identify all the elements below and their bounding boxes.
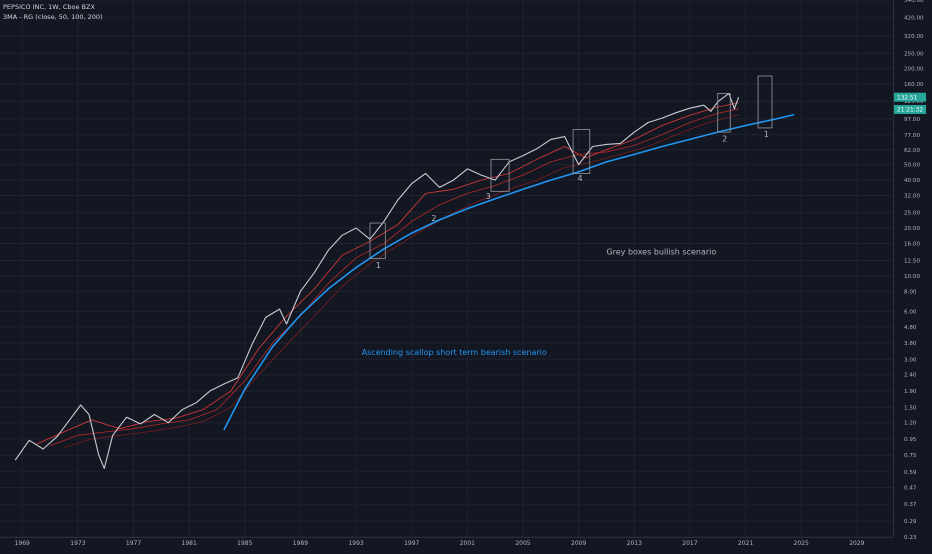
x-tick-label: 1973 [70, 540, 85, 547]
y-tick-label: 20.00 [904, 226, 920, 232]
y-tick-label: 62.00 [904, 148, 920, 154]
bullish-annotation: Grey boxes bullish scenario [606, 248, 716, 257]
y-tick-label: 0.23 [904, 535, 917, 541]
symbol-title: PEPSICO INC, 1W, Cboe BZX [3, 3, 95, 11]
scallop-curve [223, 113, 795, 431]
ma-100-series [49, 108, 739, 447]
x-tick-label: 2029 [849, 540, 864, 547]
x-tick-label: 1997 [404, 540, 419, 547]
bearish-annotation: Ascending scallop short term bearish sce… [362, 348, 547, 357]
x-tick-label: 2013 [627, 540, 642, 547]
x-tick-label: 2017 [682, 540, 697, 547]
y-tick-label: 10.00 [904, 274, 920, 280]
y-tick-label: 1.50 [904, 405, 917, 411]
y-tick-label: 3.00 [904, 357, 917, 363]
x-tick-label: 1985 [237, 540, 252, 547]
scenario-box[interactable] [369, 222, 386, 259]
y-tick-label: 4.80 [904, 325, 917, 331]
wave-label: 3 [486, 192, 491, 201]
y-tick-label: 320.00 [904, 34, 924, 40]
y-tick-label: 77.00 [904, 133, 920, 139]
y-tick-label: 125.00 [904, 99, 924, 105]
y-tick-label: 25.00 [904, 211, 920, 217]
countdown-badge [894, 104, 926, 114]
y-tick-label: 50.00 [904, 163, 920, 169]
y-tick-label: 12.50 [904, 259, 920, 265]
y-tick-label: 0.47 [904, 486, 917, 492]
y-tick-label: 8.00 [904, 289, 917, 295]
scenario-box[interactable] [572, 129, 591, 174]
y-tick-label: 97.00 [904, 117, 920, 123]
y-tick-label: 250.00 [904, 51, 924, 57]
y-tick-label: 0.37 [904, 502, 917, 508]
countdown-label: 21:21:32 [897, 108, 923, 114]
y-tick-label: 0.29 [904, 519, 917, 525]
y-tick-label: 540.00 [904, 0, 924, 4]
ma-50-series [36, 102, 739, 445]
ma-200-series [63, 114, 739, 448]
wave-label: 1 [376, 261, 381, 270]
y-tick-label: 0.95 [904, 437, 917, 443]
x-tick-label: 2009 [571, 540, 586, 547]
y-tick-label: 1.20 [904, 421, 917, 427]
wave-label: 1 [764, 130, 769, 139]
x-tick-label: 1993 [348, 540, 363, 547]
scenario-box[interactable] [490, 158, 510, 192]
scenario-box[interactable] [717, 93, 731, 133]
y-tick-label: 16.00 [904, 241, 920, 247]
price-series [14, 92, 740, 469]
y-tick-label: 6.00 [904, 309, 917, 315]
y-tick-label: 32.00 [904, 194, 920, 200]
last-price-label: 132.51 [897, 95, 918, 101]
y-tick-label: 420.00 [904, 15, 924, 21]
x-tick-label: 2025 [794, 540, 809, 547]
x-tick-label: 2001 [460, 540, 475, 547]
y-tick-label: 3.80 [904, 341, 917, 347]
x-tick-label: 1989 [293, 540, 308, 547]
wave-label: 4 [577, 174, 582, 183]
y-tick-label: 40.00 [904, 178, 920, 184]
wave-label: 2 [722, 134, 727, 143]
x-tick-label: 1969 [15, 540, 30, 547]
x-tick-label: 1981 [182, 540, 197, 547]
y-tick-label: 160.00 [904, 82, 924, 88]
x-tick-label: 1977 [126, 540, 141, 547]
last-price-badge [894, 92, 926, 102]
indicator-legend: 3MA - RG (close, 50, 100, 200) [3, 13, 103, 21]
x-tick-label: 2005 [515, 540, 530, 547]
scenario-box[interactable] [757, 75, 773, 129]
y-tick-label: 0.59 [904, 470, 917, 476]
y-tick-label: 0.75 [904, 453, 917, 459]
y-tick-label: 1.90 [904, 389, 917, 395]
y-tick-label: 2.40 [904, 373, 917, 379]
x-tick-label: 2021 [738, 540, 753, 547]
wave-label: 2 [431, 214, 436, 223]
y-tick-label: 200.00 [904, 67, 924, 73]
